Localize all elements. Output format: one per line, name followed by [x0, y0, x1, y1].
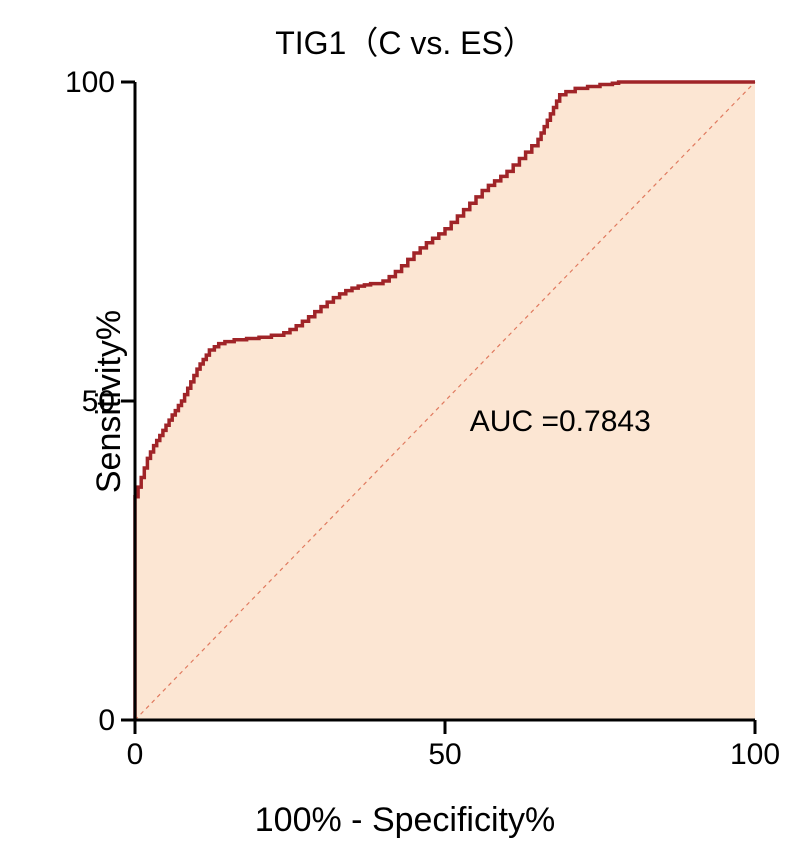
y-tick-label: 50	[82, 385, 115, 419]
x-tick-label: 100	[725, 738, 785, 772]
roc-chart-container: TIG1（C vs. ES） Sensitivity% 0 50 100 0 5…	[0, 0, 810, 858]
x-axis-label: 100% - Specificity%	[0, 801, 810, 840]
x-tick-label: 0	[105, 738, 165, 772]
y-tick-label: 100	[65, 66, 115, 100]
y-tick-label: 0	[98, 704, 115, 738]
x-tick-label: 50	[415, 738, 475, 772]
chart-title-text: TIG1（C vs. ES）	[275, 25, 535, 61]
auc-annotation: AUC =0.7843	[470, 405, 651, 439]
